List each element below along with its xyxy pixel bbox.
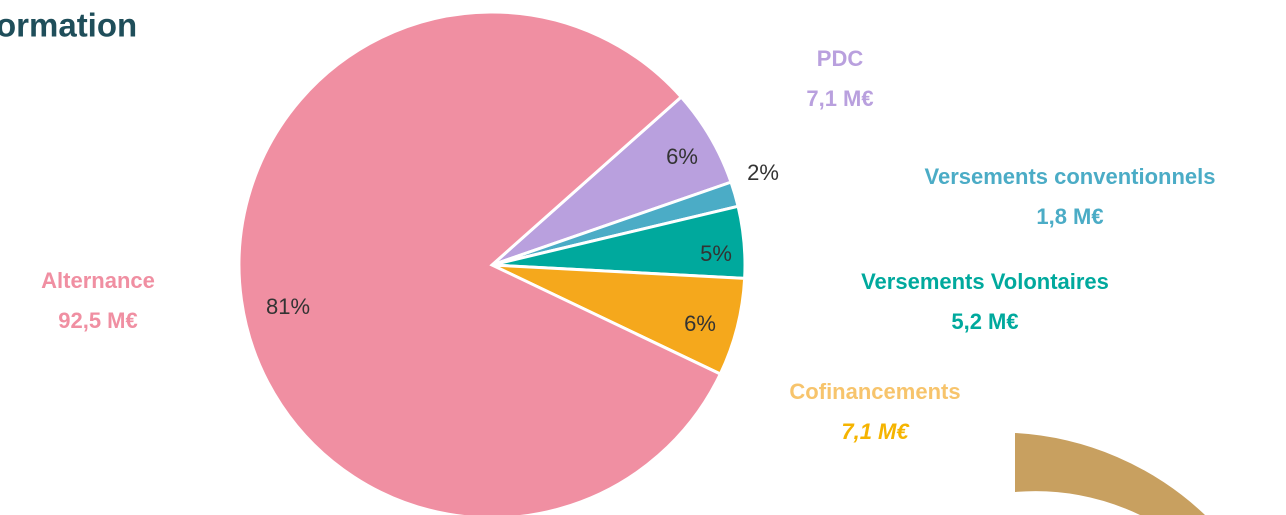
slide-title: ormation [0,7,137,44]
category-label: Versements conventionnels [925,164,1216,189]
decorative-arc [1015,433,1205,515]
value-label: 5,2 M€ [951,309,1018,334]
percent-label: 2% [747,160,779,185]
category-label: Cofinancements [789,379,960,404]
pie-slice [237,10,723,515]
percent-label: 6% [666,144,698,169]
percent-label: 81% [266,294,310,319]
value-label: 92,5 M€ [58,308,138,333]
value-label: 1,8 M€ [1036,204,1103,229]
category-label: Versements Volontaires [861,269,1109,294]
percent-label: 5% [700,241,732,266]
category-label: PDC [817,46,864,71]
category-label: Alternance [41,268,155,293]
value-label: 7,1 M€ [841,419,910,444]
percent-label: 6% [684,311,716,336]
value-label: 7,1 M€ [806,86,873,111]
